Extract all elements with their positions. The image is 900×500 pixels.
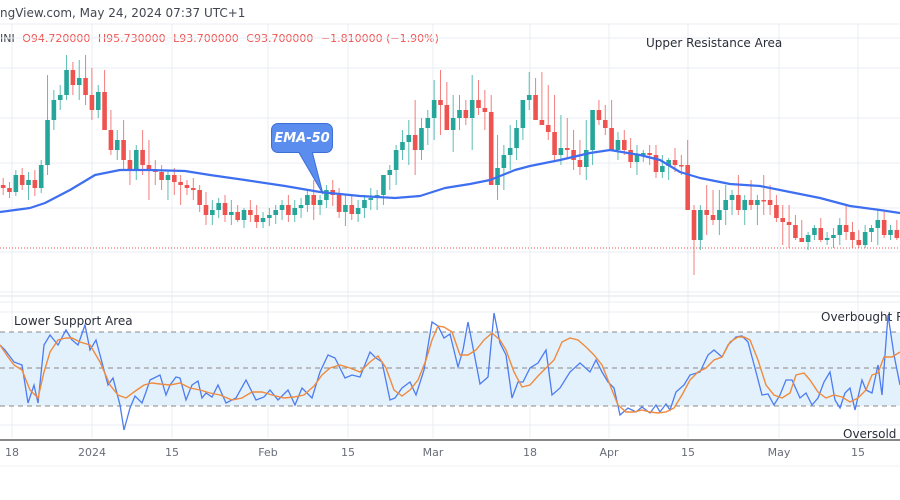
chart-source-line: ngView.com, May 24, 2024 07:37 UTC+1 bbox=[0, 6, 246, 20]
ema-50-line bbox=[0, 148, 900, 215]
candlestick-series bbox=[0, 55, 900, 275]
overbought-label: Overbought R bbox=[821, 310, 900, 324]
stochastic-band bbox=[0, 331, 900, 407]
time-axis-tick-label: 15 bbox=[341, 446, 355, 459]
time-axis-tick-label: 15 bbox=[165, 446, 179, 459]
oversold-label: Oversold bbox=[843, 427, 897, 441]
time-axis-tick-label: 2024 bbox=[78, 446, 106, 459]
time-axis bbox=[0, 439, 900, 467]
time-axis-tick-label: 15 bbox=[851, 446, 865, 459]
ema-50-callout[interactable]: EMA-50 bbox=[271, 123, 333, 153]
lower-support-label: Lower Support Area bbox=[14, 314, 133, 328]
time-axis-tick-label: Apr bbox=[599, 446, 619, 459]
time-axis-tick-label: Mar bbox=[422, 446, 444, 459]
time-axis-tick-label: May bbox=[767, 446, 791, 459]
ema-callout-label: EMA-50 bbox=[274, 130, 330, 146]
upper-resistance-label: Upper Resistance Area bbox=[646, 36, 783, 50]
time-axis-tick-label: 18 bbox=[523, 446, 537, 459]
time-axis-tick-label: 15 bbox=[681, 446, 695, 459]
stochastic-lines bbox=[0, 312, 900, 431]
time-axis-tick-label: Feb bbox=[258, 446, 278, 459]
time-axis-tick-label: 18 bbox=[5, 446, 19, 459]
